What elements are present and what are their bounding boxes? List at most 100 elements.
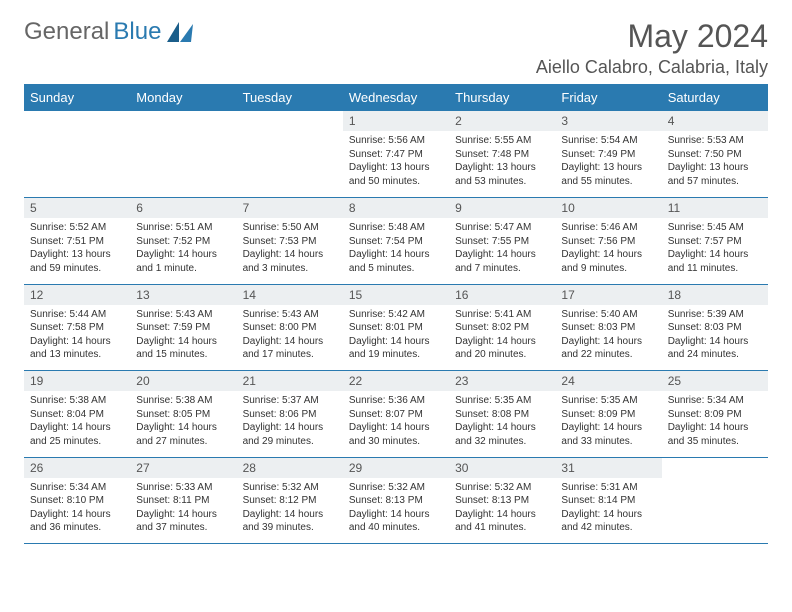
day-sunset: Sunset: 7:49 PM	[561, 148, 655, 162]
day-body: Sunrise: 5:43 AMSunset: 7:59 PMDaylight:…	[130, 305, 236, 365]
day-daylight2: and 53 minutes.	[455, 175, 549, 189]
calendar-cell: 5Sunrise: 5:52 AMSunset: 7:51 PMDaylight…	[24, 198, 130, 284]
day-body: Sunrise: 5:45 AMSunset: 7:57 PMDaylight:…	[662, 218, 768, 278]
day-number	[24, 111, 130, 115]
calendar-cell: 1Sunrise: 5:56 AMSunset: 7:47 PMDaylight…	[343, 111, 449, 197]
calendar-cell: 9Sunrise: 5:47 AMSunset: 7:55 PMDaylight…	[449, 198, 555, 284]
calendar-cell	[130, 111, 236, 197]
calendar-week: 12Sunrise: 5:44 AMSunset: 7:58 PMDayligh…	[24, 284, 768, 370]
day-daylight1: Daylight: 14 hours	[243, 421, 337, 435]
day-sunrise: Sunrise: 5:33 AM	[136, 481, 230, 495]
calendar-cell: 19Sunrise: 5:38 AMSunset: 8:04 PMDayligh…	[24, 371, 130, 457]
day-body: Sunrise: 5:31 AMSunset: 8:14 PMDaylight:…	[555, 478, 661, 538]
day-number: 14	[237, 285, 343, 305]
week-separator	[24, 543, 768, 544]
day-daylight2: and 24 minutes.	[668, 348, 762, 362]
day-sunrise: Sunrise: 5:47 AM	[455, 221, 549, 235]
calendar-cell: 29Sunrise: 5:32 AMSunset: 8:13 PMDayligh…	[343, 457, 449, 543]
day-sunset: Sunset: 8:05 PM	[136, 408, 230, 422]
day-body: Sunrise: 5:53 AMSunset: 7:50 PMDaylight:…	[662, 131, 768, 191]
day-body: Sunrise: 5:56 AMSunset: 7:47 PMDaylight:…	[343, 131, 449, 191]
logo-text-blue: Blue	[113, 18, 161, 46]
calendar-table: SundayMondayTuesdayWednesdayThursdayFrid…	[24, 84, 768, 544]
day-sunset: Sunset: 8:02 PM	[455, 321, 549, 335]
day-daylight2: and 29 minutes.	[243, 435, 337, 449]
day-number: 6	[130, 198, 236, 218]
day-number: 9	[449, 198, 555, 218]
day-daylight1: Daylight: 14 hours	[243, 508, 337, 522]
day-sunset: Sunset: 8:11 PM	[136, 494, 230, 508]
day-daylight1: Daylight: 14 hours	[668, 335, 762, 349]
day-daylight2: and 42 minutes.	[561, 521, 655, 535]
day-body: Sunrise: 5:32 AMSunset: 8:13 PMDaylight:…	[343, 478, 449, 538]
day-sunset: Sunset: 8:07 PM	[349, 408, 443, 422]
day-sunrise: Sunrise: 5:51 AM	[136, 221, 230, 235]
day-daylight1: Daylight: 14 hours	[561, 248, 655, 262]
day-number: 15	[343, 285, 449, 305]
day-daylight1: Daylight: 14 hours	[349, 508, 443, 522]
day-number: 25	[662, 371, 768, 391]
day-daylight1: Daylight: 14 hours	[455, 335, 549, 349]
calendar-cell	[662, 457, 768, 543]
day-sunrise: Sunrise: 5:38 AM	[136, 394, 230, 408]
day-body: Sunrise: 5:42 AMSunset: 8:01 PMDaylight:…	[343, 305, 449, 365]
day-sunset: Sunset: 7:48 PM	[455, 148, 549, 162]
day-number: 30	[449, 458, 555, 478]
day-sunset: Sunset: 8:14 PM	[561, 494, 655, 508]
day-sunrise: Sunrise: 5:56 AM	[349, 134, 443, 148]
day-sunset: Sunset: 7:52 PM	[136, 235, 230, 249]
calendar-cell: 6Sunrise: 5:51 AMSunset: 7:52 PMDaylight…	[130, 198, 236, 284]
calendar-cell: 13Sunrise: 5:43 AMSunset: 7:59 PMDayligh…	[130, 284, 236, 370]
day-daylight2: and 17 minutes.	[243, 348, 337, 362]
day-body: Sunrise: 5:40 AMSunset: 8:03 PMDaylight:…	[555, 305, 661, 365]
day-number: 22	[343, 371, 449, 391]
day-number: 3	[555, 111, 661, 131]
day-number: 11	[662, 198, 768, 218]
day-number: 29	[343, 458, 449, 478]
weekday-header: Friday	[555, 84, 661, 111]
day-sunset: Sunset: 8:03 PM	[668, 321, 762, 335]
calendar-cell: 17Sunrise: 5:40 AMSunset: 8:03 PMDayligh…	[555, 284, 661, 370]
weekday-header: Monday	[130, 84, 236, 111]
day-daylight1: Daylight: 13 hours	[561, 161, 655, 175]
weekday-header: Sunday	[24, 84, 130, 111]
day-number: 4	[662, 111, 768, 131]
calendar-cell: 24Sunrise: 5:35 AMSunset: 8:09 PMDayligh…	[555, 371, 661, 457]
calendar-cell	[237, 111, 343, 197]
day-sunset: Sunset: 8:09 PM	[561, 408, 655, 422]
day-sunrise: Sunrise: 5:39 AM	[668, 308, 762, 322]
day-daylight1: Daylight: 14 hours	[561, 421, 655, 435]
day-body: Sunrise: 5:38 AMSunset: 8:05 PMDaylight:…	[130, 391, 236, 451]
day-body: Sunrise: 5:47 AMSunset: 7:55 PMDaylight:…	[449, 218, 555, 278]
day-daylight1: Daylight: 14 hours	[30, 421, 124, 435]
day-daylight2: and 36 minutes.	[30, 521, 124, 535]
day-sunrise: Sunrise: 5:55 AM	[455, 134, 549, 148]
day-daylight2: and 39 minutes.	[243, 521, 337, 535]
calendar-cell: 26Sunrise: 5:34 AMSunset: 8:10 PMDayligh…	[24, 457, 130, 543]
day-daylight1: Daylight: 14 hours	[668, 421, 762, 435]
day-daylight1: Daylight: 14 hours	[668, 248, 762, 262]
day-daylight2: and 11 minutes.	[668, 262, 762, 276]
day-number: 17	[555, 285, 661, 305]
day-daylight1: Daylight: 14 hours	[349, 335, 443, 349]
day-daylight2: and 50 minutes.	[349, 175, 443, 189]
calendar-cell: 27Sunrise: 5:33 AMSunset: 8:11 PMDayligh…	[130, 457, 236, 543]
day-daylight2: and 13 minutes.	[30, 348, 124, 362]
day-sunset: Sunset: 7:56 PM	[561, 235, 655, 249]
logo: GeneralBlue	[24, 18, 193, 46]
day-body: Sunrise: 5:43 AMSunset: 8:00 PMDaylight:…	[237, 305, 343, 365]
calendar-cell: 2Sunrise: 5:55 AMSunset: 7:48 PMDaylight…	[449, 111, 555, 197]
day-number	[237, 111, 343, 115]
day-number: 7	[237, 198, 343, 218]
day-body: Sunrise: 5:35 AMSunset: 8:08 PMDaylight:…	[449, 391, 555, 451]
day-daylight1: Daylight: 14 hours	[136, 335, 230, 349]
day-daylight2: and 20 minutes.	[455, 348, 549, 362]
day-sunset: Sunset: 8:10 PM	[30, 494, 124, 508]
day-number: 1	[343, 111, 449, 131]
day-sunrise: Sunrise: 5:41 AM	[455, 308, 549, 322]
day-sunrise: Sunrise: 5:44 AM	[30, 308, 124, 322]
day-body: Sunrise: 5:41 AMSunset: 8:02 PMDaylight:…	[449, 305, 555, 365]
day-daylight2: and 32 minutes.	[455, 435, 549, 449]
day-sunset: Sunset: 8:06 PM	[243, 408, 337, 422]
day-daylight1: Daylight: 14 hours	[30, 508, 124, 522]
